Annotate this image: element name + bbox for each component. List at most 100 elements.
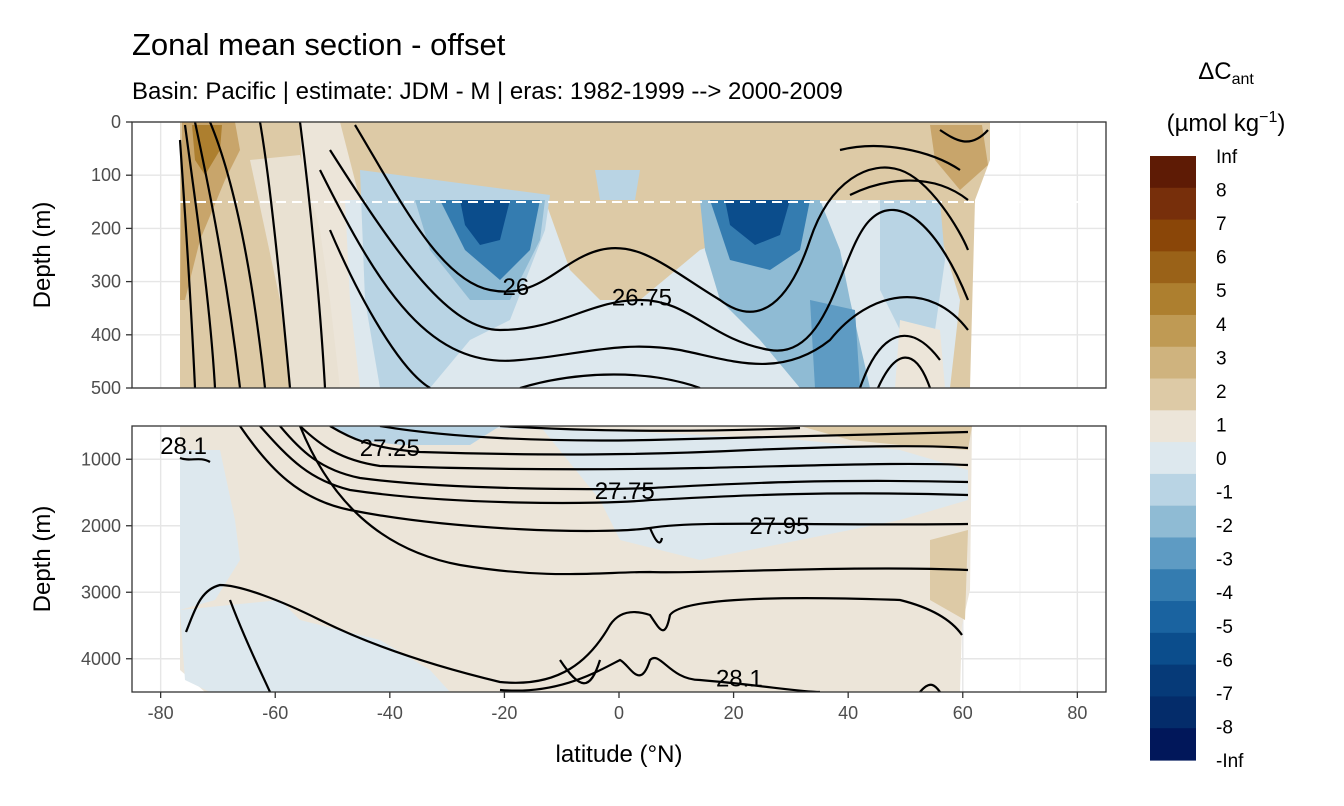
legend-swatch (1150, 696, 1196, 729)
legend-swatch (1150, 251, 1196, 284)
x-tick-label: -20 (491, 703, 517, 723)
chart-title: Zonal mean section - offset (132, 27, 506, 62)
lower-contour-labels: 28.1 27.25 27.75 27.95 28.1 (160, 433, 809, 693)
legend-label: 0 (1216, 449, 1227, 470)
chart-subtitle: Basin: Pacific | estimate: JDM - M | era… (132, 78, 843, 105)
legend-colorbar (1150, 156, 1196, 761)
legend-label: -Inf (1216, 751, 1244, 772)
legend-label: 4 (1216, 315, 1227, 336)
legend-unit: (µmol kg−1) (1167, 109, 1286, 137)
legend-label: -5 (1216, 617, 1233, 638)
legend-label: 5 (1216, 281, 1227, 302)
legend-unit-suffix: ) (1277, 110, 1285, 137)
legend-labels: Inf 8 7 6 5 4 3 2 1 0 -1 -2 -3 -4 -5 -6 -7 -8 -Inf (1216, 147, 1244, 772)
legend-swatch (1150, 219, 1196, 252)
legend-swatch (1150, 601, 1196, 634)
contour-line (849, 179, 969, 201)
legend-label: 2 (1216, 382, 1227, 403)
lower-y-axis: 1000 2000 3000 4000 (81, 449, 132, 669)
contour-line (299, 426, 969, 471)
legend-label: -1 (1216, 483, 1233, 504)
legend-label: Inf (1216, 147, 1238, 168)
contour-line (919, 683, 941, 692)
contour-line (258, 122, 292, 388)
legend-label: -2 (1216, 516, 1233, 537)
x-tick-label: -40 (377, 703, 403, 723)
contour-line (178, 139, 197, 388)
contour-line (228, 599, 272, 692)
x-tick-label: 40 (838, 703, 858, 723)
legend-unit-superscript: −1 (1259, 109, 1277, 126)
contour-label: 28.1 (716, 666, 763, 693)
contour-label: 26 (503, 274, 530, 301)
contour-line (184, 583, 963, 684)
upper-field-blue-equator (595, 170, 640, 200)
contour-line (379, 426, 969, 442)
legend-swatch (1150, 378, 1196, 411)
contour-line (858, 334, 941, 388)
x-tick-label: 20 (724, 703, 744, 723)
legend-label: -4 (1216, 583, 1233, 604)
upper-field-blue-north-deep (810, 300, 860, 388)
legend-label: 6 (1216, 248, 1227, 269)
upper-field-tan-equator (640, 200, 680, 230)
legend: ΔCant (µmol kg−1) Inf 8 7 6 5 4 3 2 1 0 -1 -2 -3 -4 -5… (1150, 58, 1285, 772)
legend-swatch (1150, 728, 1196, 761)
contour-line (648, 527, 664, 544)
y-tick-label: 500 (91, 378, 121, 398)
contour-line (939, 129, 989, 143)
upper-field (132, 122, 1106, 388)
y-tick-label: 4000 (81, 649, 121, 669)
x-tick-label: -60 (262, 703, 288, 723)
legend-label: 3 (1216, 348, 1227, 369)
legend-label: 7 (1216, 214, 1227, 235)
contour-line (279, 426, 969, 491)
lower-field-light-blue (300, 426, 968, 560)
legend-label: -3 (1216, 550, 1233, 571)
legend-swatch (1150, 410, 1196, 443)
contour-line (354, 124, 970, 313)
contour-line (839, 144, 961, 171)
contour-line (298, 122, 327, 388)
upper-y-axis: 0 100 200 300 400 500 (91, 112, 132, 398)
legend-swatch (1150, 346, 1196, 380)
legend-unit-prefix: (µmol kg (1167, 110, 1260, 137)
legend-label: -8 (1216, 717, 1233, 738)
x-axis: -80 -60 -40 -20 0 20 40 60 80 (148, 692, 1087, 723)
legend-label: -6 (1216, 650, 1233, 671)
contour-line (876, 356, 932, 388)
contour-line (499, 656, 821, 692)
legend-label: 1 (1216, 415, 1227, 436)
contour-line (179, 456, 211, 463)
contour-line (329, 426, 969, 456)
contour-line (328, 229, 431, 388)
upper-field-neutral-north (895, 320, 945, 388)
y-tick-label: 0 (111, 112, 121, 132)
y-tick-label: 400 (91, 325, 121, 345)
lower-field-light-blue-south (180, 450, 240, 610)
contour-line (183, 124, 217, 388)
contour-line (329, 149, 970, 352)
lower-field-blue-top (330, 426, 500, 445)
lower-contours (179, 426, 969, 692)
upper-field-tan-south-equator (555, 200, 590, 220)
legend-swatch (1150, 156, 1196, 189)
upper-contours (178, 122, 989, 388)
y-tick-label: 2000 (81, 516, 121, 536)
legend-label: -7 (1216, 684, 1233, 705)
upper-y-axis-title: Depth (m) (29, 202, 56, 309)
lower-y-axis-title: Depth (m) (29, 506, 56, 613)
y-tick-label: 3000 (81, 582, 121, 602)
legend-swatch (1150, 314, 1196, 348)
x-tick-label: 80 (1067, 703, 1087, 723)
contour-label: 26.75 (612, 285, 672, 312)
contour-line (193, 122, 242, 388)
upper-panel-border (131, 121, 1107, 389)
contour-line (519, 373, 701, 388)
lower-field-light-blue-bottom (180, 600, 450, 692)
contour-label: 28.1 (160, 433, 207, 460)
x-tick-label: -80 (148, 703, 174, 723)
legend-swatch (1150, 632, 1196, 666)
contour-label: 27.95 (749, 513, 809, 540)
